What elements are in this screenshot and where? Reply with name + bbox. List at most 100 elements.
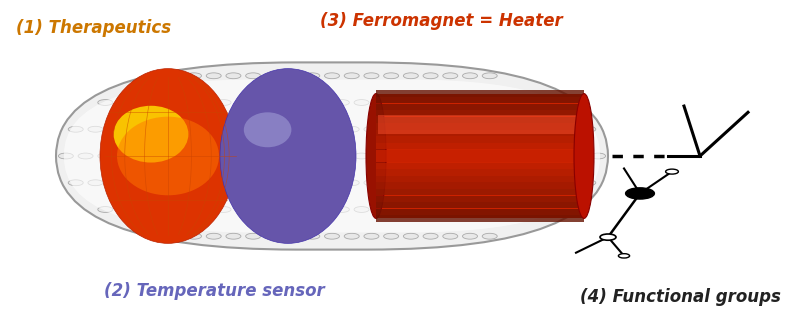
Circle shape [186, 73, 202, 79]
Bar [376, 215, 584, 222]
Circle shape [275, 153, 290, 159]
Circle shape [78, 153, 93, 159]
Circle shape [334, 100, 350, 105]
Circle shape [512, 207, 526, 212]
Circle shape [226, 73, 241, 79]
Circle shape [166, 180, 182, 186]
Circle shape [147, 126, 162, 132]
Circle shape [384, 180, 398, 186]
Circle shape [295, 153, 310, 159]
Circle shape [98, 153, 113, 159]
Circle shape [98, 100, 113, 105]
Bar [376, 110, 584, 116]
Ellipse shape [574, 94, 594, 218]
Circle shape [364, 233, 379, 239]
Circle shape [423, 233, 438, 239]
Bar [376, 183, 584, 189]
Circle shape [177, 153, 192, 159]
Circle shape [246, 73, 261, 79]
Circle shape [394, 100, 409, 105]
Circle shape [275, 100, 290, 105]
Circle shape [255, 207, 270, 212]
Circle shape [226, 180, 241, 186]
Bar [376, 117, 584, 123]
Circle shape [561, 126, 576, 132]
Circle shape [138, 100, 152, 105]
Circle shape [206, 73, 222, 79]
Circle shape [138, 207, 152, 212]
Circle shape [325, 233, 339, 239]
Circle shape [314, 207, 330, 212]
Bar [376, 90, 584, 97]
Bar [376, 169, 584, 176]
Circle shape [626, 188, 654, 199]
Circle shape [305, 233, 320, 239]
Circle shape [384, 73, 398, 79]
Circle shape [255, 100, 270, 105]
Circle shape [325, 73, 339, 79]
Circle shape [384, 126, 398, 132]
Circle shape [285, 233, 300, 239]
Circle shape [325, 180, 339, 186]
Text: (4) Functional groups: (4) Functional groups [580, 288, 781, 306]
Circle shape [314, 100, 330, 105]
Circle shape [314, 153, 330, 159]
Circle shape [502, 180, 517, 186]
Circle shape [236, 207, 250, 212]
Circle shape [354, 153, 369, 159]
Circle shape [334, 153, 350, 159]
FancyBboxPatch shape [56, 62, 608, 250]
Circle shape [502, 126, 517, 132]
Bar [376, 143, 584, 149]
Circle shape [108, 126, 122, 132]
Bar [376, 104, 584, 110]
Circle shape [206, 126, 222, 132]
Circle shape [374, 207, 389, 212]
Circle shape [374, 100, 389, 105]
Bar [376, 202, 584, 208]
Circle shape [531, 153, 546, 159]
Bar [376, 163, 584, 169]
Bar [376, 176, 584, 182]
Bar [376, 97, 584, 103]
Circle shape [157, 153, 172, 159]
FancyBboxPatch shape [64, 80, 600, 232]
Circle shape [118, 100, 133, 105]
Circle shape [266, 73, 280, 79]
Ellipse shape [114, 106, 189, 163]
Circle shape [344, 180, 359, 186]
Circle shape [325, 126, 339, 132]
Circle shape [58, 153, 74, 159]
Circle shape [453, 207, 468, 212]
Circle shape [414, 100, 428, 105]
Circle shape [531, 100, 546, 105]
Circle shape [394, 153, 409, 159]
Circle shape [157, 100, 172, 105]
Circle shape [266, 233, 280, 239]
Circle shape [462, 73, 478, 79]
Circle shape [551, 207, 566, 212]
Circle shape [344, 126, 359, 132]
Circle shape [246, 180, 261, 186]
Circle shape [414, 153, 428, 159]
Bar [376, 209, 584, 215]
Circle shape [206, 180, 222, 186]
Circle shape [88, 180, 103, 186]
Circle shape [305, 126, 320, 132]
Circle shape [305, 180, 320, 186]
Circle shape [275, 207, 290, 212]
Circle shape [108, 180, 122, 186]
Circle shape [374, 153, 389, 159]
Circle shape [581, 180, 596, 186]
Bar [376, 94, 584, 218]
Circle shape [482, 126, 498, 132]
Circle shape [285, 180, 300, 186]
Circle shape [255, 153, 270, 159]
Circle shape [442, 180, 458, 186]
Circle shape [186, 126, 202, 132]
Bar [378, 115, 582, 134]
Circle shape [118, 207, 133, 212]
Circle shape [442, 126, 458, 132]
Text: (2) Temperature sensor: (2) Temperature sensor [104, 281, 325, 300]
Bar [376, 149, 584, 156]
